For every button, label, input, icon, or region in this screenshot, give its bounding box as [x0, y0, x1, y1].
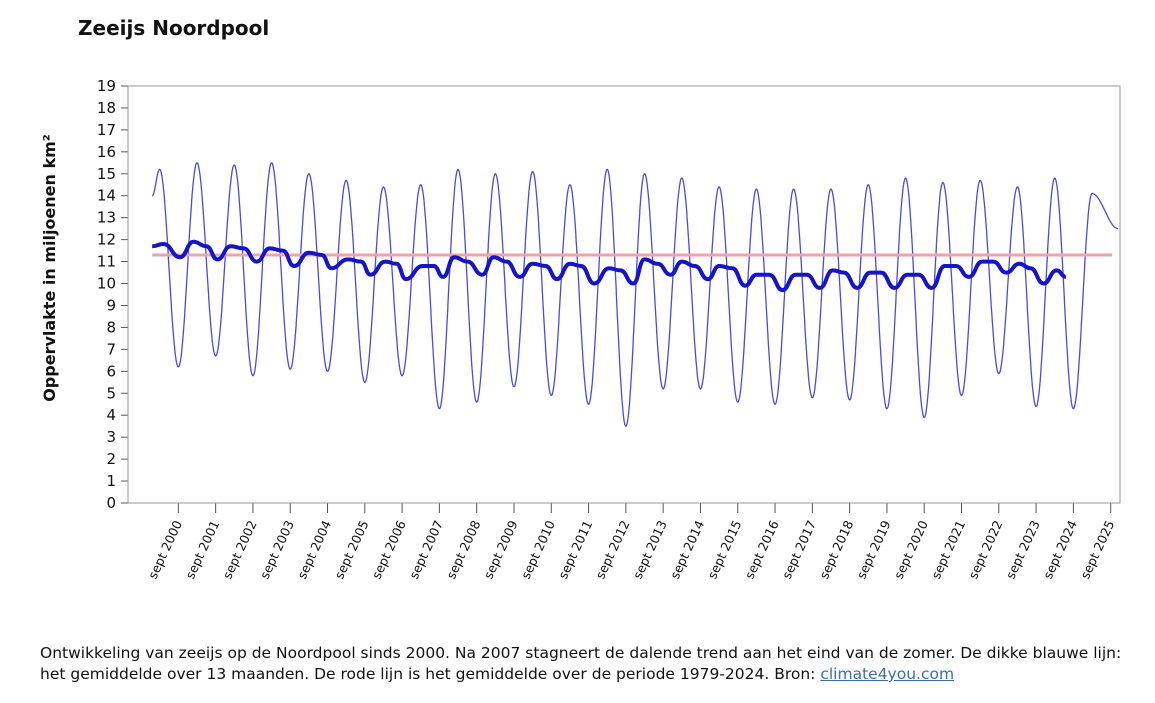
x-tick-label: sept 2019	[853, 518, 893, 581]
x-tick-label: sept 2004	[294, 518, 334, 581]
x-tick-label: sept 2000	[145, 518, 185, 581]
chart-caption: Ontwikkeling van zeeijs op de Noordpool …	[40, 643, 1145, 685]
y-tick-label: 18	[97, 99, 116, 117]
x-tick-label: sept 2021	[928, 518, 968, 581]
y-tick-label: 9	[106, 296, 116, 314]
monthly-sea-ice-line	[152, 162, 1119, 427]
x-tick-label: sept 2007	[406, 518, 446, 581]
x-tick-label: sept 2011	[555, 518, 595, 581]
y-tick-label: 12	[97, 231, 116, 249]
x-tick-label: sept 2025	[1077, 518, 1117, 581]
x-tick-label: sept 2018	[816, 518, 856, 581]
y-tick-label: 17	[97, 121, 116, 139]
y-tick-label: 14	[97, 187, 116, 205]
y-tick-label: 0	[106, 494, 116, 512]
x-tick-label: sept 2020	[891, 518, 931, 581]
caption-text: Ontwikkeling van zeeijs op de Noordpool …	[40, 644, 1122, 683]
x-tick-label: sept 2001	[182, 518, 222, 581]
x-tick-label: sept 2009	[481, 518, 521, 581]
x-tick-label: sept 2013	[630, 518, 670, 581]
y-tick-label: 11	[97, 253, 116, 271]
x-tick-label: sept 2008	[443, 518, 483, 581]
y-axis-label: Oppervlakte in miljoenen km²	[40, 134, 59, 402]
x-tick-label: sept 2014	[667, 518, 707, 581]
x-tick-label: sept 2023	[1003, 518, 1043, 581]
y-tick-label: 7	[106, 340, 116, 358]
source-link[interactable]: climate4you.com	[820, 665, 955, 683]
x-tick-label: sept 2003	[257, 518, 297, 581]
x-tick-label: sept 2010	[518, 518, 558, 581]
x-tick-label: sept 2012	[592, 518, 632, 581]
running-mean-13-month-line	[152, 239, 1067, 293]
x-tick-label: sept 2015	[704, 518, 744, 581]
x-tick-label: sept 2017	[779, 518, 819, 581]
y-tick-label: 1	[106, 472, 116, 490]
y-tick-label: 16	[97, 143, 116, 161]
x-tick-label: sept 2002	[220, 518, 260, 581]
y-tick-label: 13	[97, 209, 116, 227]
y-tick-label: 10	[97, 275, 116, 293]
x-tick-label: sept 2016	[742, 518, 782, 581]
y-tick-label: 2	[106, 450, 116, 468]
y-tick-label: 15	[97, 165, 116, 183]
plot-frame	[127, 85, 1121, 504]
y-tick-label: 5	[106, 384, 116, 402]
x-tick-label: sept 2006	[369, 518, 409, 581]
y-tick-label: 6	[106, 362, 116, 380]
x-tick-label: sept 2005	[331, 518, 371, 581]
y-tick-label: 3	[106, 428, 116, 446]
y-tick-label: 8	[106, 318, 116, 336]
x-tick-label: sept 2024	[1040, 518, 1080, 581]
y-tick-label: 4	[106, 406, 116, 424]
y-tick-label: 19	[97, 77, 116, 95]
x-tick-label: sept 2022	[965, 518, 1005, 581]
chart-title: Zeeijs Noordpool	[78, 16, 270, 40]
